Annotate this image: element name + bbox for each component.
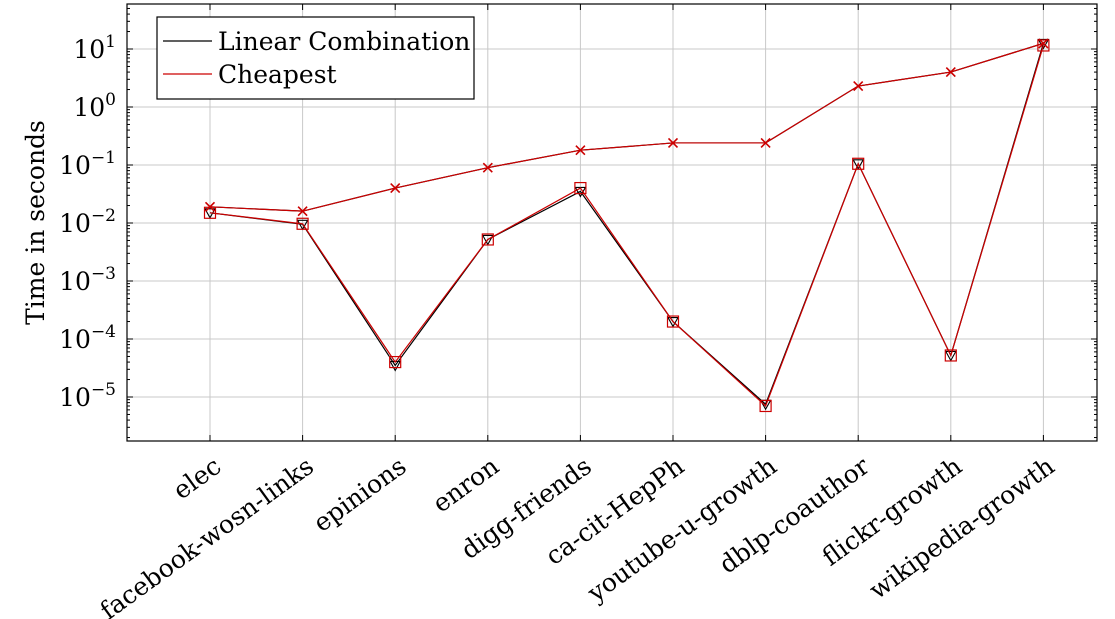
- legend-box: [156, 16, 475, 100]
- data-point: [945, 67, 956, 78]
- plot-frame: [126, 3, 1098, 442]
- series-layer: [203, 38, 1050, 413]
- data-point: [481, 233, 494, 246]
- data-point: [296, 217, 309, 230]
- series-line: [209, 45, 1044, 408]
- data-point: [760, 137, 771, 149]
- series-unnamed-3: [204, 38, 1049, 217]
- y-axis-label: Time in seconds: [21, 120, 50, 325]
- data-point: [389, 355, 402, 369]
- y-tick-label: 101: [73, 32, 116, 64]
- series-line: [209, 42, 1044, 212]
- data-point: [853, 80, 864, 92]
- data-point: [575, 145, 586, 156]
- data-point: [944, 350, 957, 362]
- y-tick-label: 10−1: [59, 148, 116, 180]
- data-point: [297, 206, 308, 217]
- y-tick-label: 10−3: [59, 264, 116, 296]
- x-tick-label: elec: [168, 451, 227, 505]
- data-point: [667, 137, 679, 149]
- legend-label: Linear Combination: [218, 27, 470, 56]
- y-tick-label: 10−5: [59, 380, 116, 412]
- data-point: [667, 316, 679, 328]
- data-point: [481, 234, 494, 246]
- legend: Linear Combination Cheapest: [156, 16, 475, 100]
- data-point: [296, 219, 309, 231]
- y-tick-label: 10−2: [59, 206, 116, 238]
- data-point: [852, 159, 865, 170]
- data-point: [482, 162, 493, 173]
- data-point: [944, 349, 957, 362]
- data-point: [852, 157, 865, 170]
- data-point: [1037, 39, 1050, 52]
- data-point: [203, 206, 217, 219]
- legend-label: Cheapest: [218, 60, 337, 89]
- data-point: [666, 315, 680, 328]
- series-cheapest: [203, 39, 1050, 413]
- x-tick-label: enron: [427, 451, 504, 518]
- grid-lines: [127, 4, 1097, 441]
- x-tick-label: epinions: [308, 451, 412, 537]
- y-tick-label: 100: [73, 90, 116, 122]
- data-point: [574, 181, 587, 195]
- y-tick-label: 10−4: [59, 322, 116, 354]
- data-point: [759, 399, 772, 413]
- data-point: [390, 183, 401, 194]
